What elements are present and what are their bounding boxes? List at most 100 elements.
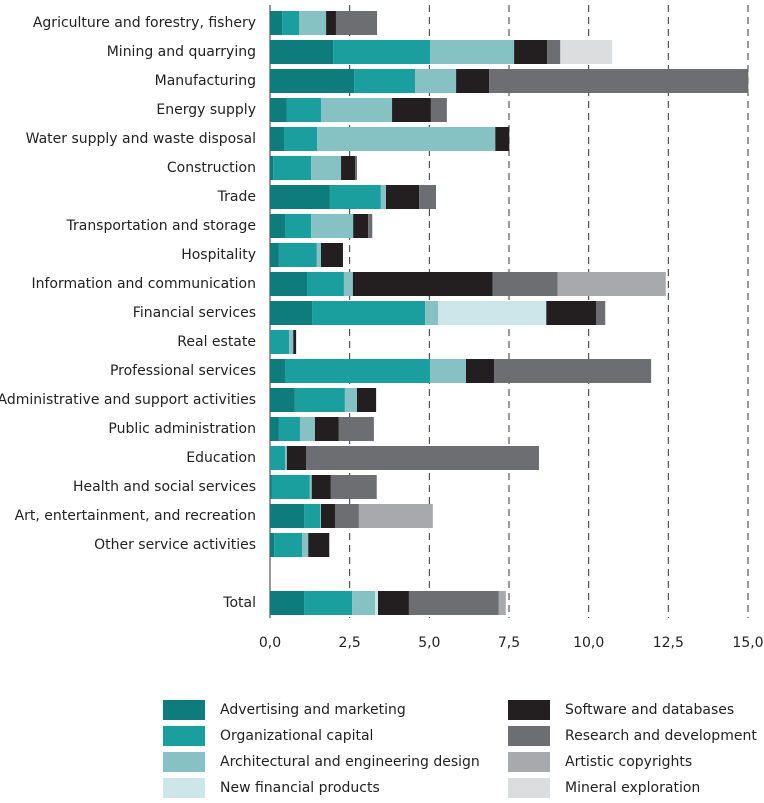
bar-segment <box>465 359 495 383</box>
bar-segment <box>304 504 321 528</box>
bar-segment <box>330 475 377 499</box>
bar-segment <box>385 185 420 209</box>
bar-segment <box>429 359 466 383</box>
x-tick-label: 10,0 <box>573 635 604 651</box>
bar-segment <box>311 214 354 238</box>
bar-segment <box>335 504 359 528</box>
y-tick-label: Education <box>186 450 256 466</box>
bar-segment <box>270 127 285 151</box>
bar-segment <box>375 591 379 615</box>
y-tick-label: Energy supply <box>156 102 256 118</box>
legend-swatch <box>508 700 550 720</box>
bar-segment <box>355 156 357 180</box>
bar-segment <box>329 185 381 209</box>
y-tick-label: Manufacturing <box>155 73 256 89</box>
legend-label: Research and development <box>565 728 757 744</box>
y-tick-label: Art, entertainment, and recreation <box>15 508 256 524</box>
y-tick-label: Agriculture and forestry, fishery <box>33 15 256 31</box>
bar-segment <box>341 156 356 180</box>
bar-segment <box>326 11 336 35</box>
y-tick-label: Mining and quarrying <box>107 44 256 60</box>
legend-swatch <box>508 752 550 772</box>
bar-segment <box>392 98 431 122</box>
bar-segment <box>560 40 613 64</box>
y-tick-label: Public administration <box>108 421 256 437</box>
bar-segment <box>358 504 433 528</box>
bar-segment <box>312 301 426 325</box>
bar-segment <box>278 417 300 441</box>
bar-segment <box>352 272 493 296</box>
bar-segment <box>498 591 506 615</box>
bar-segment <box>378 591 409 615</box>
bar-segment <box>456 69 490 93</box>
bar-segment <box>270 98 287 122</box>
bar-segment <box>302 533 309 557</box>
bar-segment <box>299 417 315 441</box>
legend-label: Advertising and marketing <box>220 702 406 718</box>
bar-segment <box>270 446 285 470</box>
bar-segment <box>270 243 279 267</box>
bar-segment <box>316 243 321 267</box>
legend-swatch <box>163 778 205 798</box>
bar-segment <box>271 475 310 499</box>
bar-segment <box>419 185 437 209</box>
y-tick-label: Financial services <box>133 305 256 321</box>
y-tick-label: Professional services <box>110 363 256 379</box>
legend-label: Software and databases <box>565 702 734 718</box>
bar-segment <box>343 272 353 296</box>
bar-segment <box>309 475 312 499</box>
bar-segment <box>311 475 331 499</box>
bar-segment <box>430 98 447 122</box>
bar-segment <box>425 301 439 325</box>
legend-swatch <box>163 752 205 772</box>
bar-segment <box>284 127 318 151</box>
y-tick-label: Health and social services <box>73 479 256 495</box>
bar-segment <box>286 98 321 122</box>
x-tick-label: 12,5 <box>653 635 684 651</box>
bar-segment <box>284 214 312 238</box>
bar-segment <box>320 98 393 122</box>
bar-segment <box>311 156 342 180</box>
bar-segment <box>284 446 287 470</box>
bar-segment <box>514 40 548 64</box>
legend-label: Organizational capital <box>220 728 373 744</box>
bar-segment <box>320 504 321 528</box>
bar-segment <box>270 214 285 238</box>
bar-segment <box>438 301 547 325</box>
bar-segment <box>408 591 499 615</box>
bar-segment <box>270 591 305 615</box>
bar-segment <box>294 388 345 412</box>
bar-segment <box>320 504 336 528</box>
legend-swatch <box>163 726 205 746</box>
legend-label: Artistic copyrights <box>565 754 692 770</box>
bar-segment <box>270 156 274 180</box>
legend-label: Architectural and engineering design <box>220 754 480 770</box>
x-tick-label: 15,0 <box>732 635 763 651</box>
y-tick-label: Transportation and storage <box>65 218 256 234</box>
bar-segment <box>333 40 430 64</box>
x-tick-label: 5,0 <box>418 635 440 651</box>
bar-segment <box>596 301 606 325</box>
bar-segment <box>352 591 376 615</box>
bar-segment <box>492 272 558 296</box>
legend-swatch <box>508 726 550 746</box>
bar-segment <box>270 330 290 354</box>
bar-segment <box>304 591 353 615</box>
bar-segment <box>335 11 378 35</box>
y-tick-label: Real estate <box>177 334 256 350</box>
y-tick-label: Total <box>222 595 256 611</box>
bar-segment <box>270 185 330 209</box>
bar-segment <box>317 127 496 151</box>
y-tick-label: Construction <box>167 160 256 176</box>
bar-segment <box>344 388 357 412</box>
bar-segment <box>320 243 343 267</box>
bar-segment <box>494 359 652 383</box>
y-tick-label: Trade <box>217 189 256 205</box>
bar-segment <box>414 69 457 93</box>
bar-segment <box>270 475 272 499</box>
bar-segment <box>306 446 539 470</box>
legend-swatch <box>163 700 205 720</box>
bar-segment <box>270 533 275 557</box>
bar-segment <box>286 446 307 470</box>
bar-segment <box>338 417 374 441</box>
